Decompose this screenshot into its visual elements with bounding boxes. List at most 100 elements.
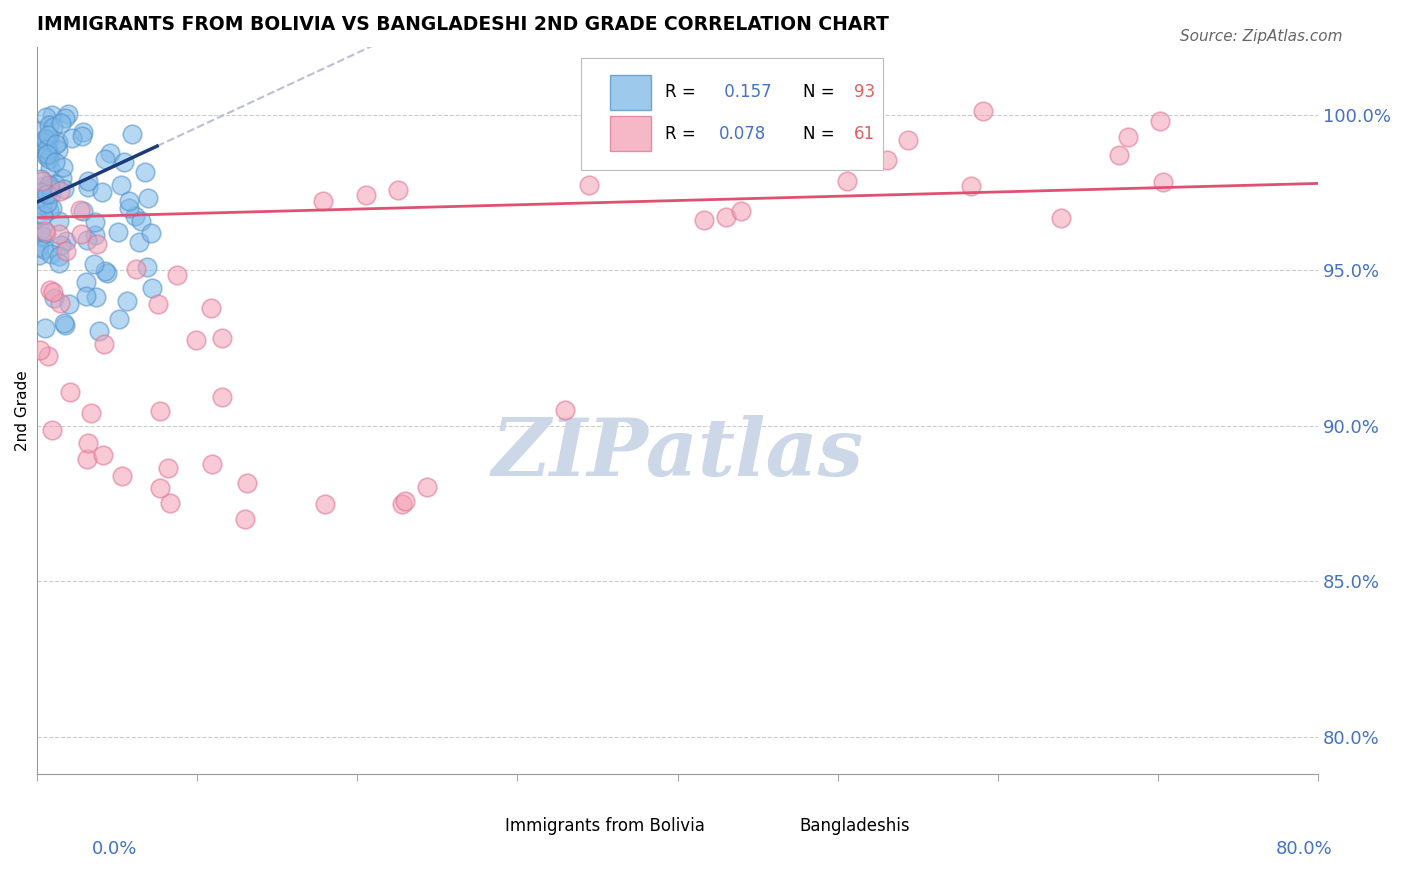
Point — [972, 103, 994, 118]
Point — [34, 131, 56, 145]
Point — [83, 257, 105, 271]
Point — [51, 237, 73, 252]
Point — [48, 213, 70, 227]
Point — [1152, 175, 1174, 189]
Point — [314, 497, 336, 511]
Point — [48, 227, 70, 241]
Point — [51, 171, 73, 186]
Point — [35, 227, 58, 241]
Point — [34, 320, 56, 334]
Point — [876, 153, 898, 167]
Point — [70, 227, 93, 241]
Point — [52, 161, 75, 175]
Point — [37, 145, 59, 159]
Point — [72, 204, 94, 219]
Point — [201, 457, 224, 471]
Point — [76, 173, 98, 187]
FancyBboxPatch shape — [610, 117, 651, 152]
Point — [72, 129, 94, 144]
Point — [48, 249, 70, 263]
Point — [46, 135, 69, 149]
Point — [41, 423, 63, 437]
FancyBboxPatch shape — [467, 812, 498, 841]
Point — [211, 331, 233, 345]
Point — [578, 178, 600, 192]
Point — [110, 178, 132, 193]
Point — [32, 202, 55, 217]
Text: 0.0%: 0.0% — [91, 840, 136, 858]
Point — [53, 316, 76, 330]
Point — [157, 461, 180, 475]
Text: 0.157: 0.157 — [718, 84, 770, 102]
Point — [41, 201, 63, 215]
Point — [91, 449, 114, 463]
Text: 93: 93 — [855, 84, 876, 102]
Point — [38, 178, 60, 193]
Point — [134, 165, 156, 179]
Point — [49, 184, 72, 198]
Point — [44, 177, 66, 191]
Text: 61: 61 — [855, 125, 876, 143]
Point — [391, 497, 413, 511]
Point — [98, 146, 121, 161]
Point — [27, 139, 49, 153]
Point — [810, 153, 832, 167]
Point — [141, 281, 163, 295]
Point — [1049, 211, 1071, 225]
Point — [72, 125, 94, 139]
Point — [115, 293, 138, 308]
Point — [107, 225, 129, 239]
Point — [1149, 114, 1171, 128]
Point — [45, 136, 67, 151]
Text: 0.078: 0.078 — [718, 125, 766, 143]
FancyBboxPatch shape — [761, 812, 793, 841]
Point — [110, 468, 132, 483]
Point — [136, 191, 159, 205]
Point — [35, 134, 58, 148]
Point — [149, 481, 172, 495]
Point — [84, 290, 107, 304]
Point — [49, 295, 72, 310]
Point — [93, 153, 115, 167]
Point — [149, 404, 172, 418]
Point — [48, 255, 70, 269]
Point — [58, 107, 80, 121]
Point — [1116, 130, 1139, 145]
Point — [38, 152, 60, 166]
Point — [91, 185, 114, 199]
Point — [53, 111, 76, 125]
Point — [37, 195, 59, 210]
Point — [37, 128, 59, 142]
Point — [31, 174, 53, 188]
Point — [714, 211, 737, 225]
Point — [108, 312, 131, 326]
Point — [37, 349, 59, 363]
Point — [87, 324, 110, 338]
Point — [27, 248, 49, 262]
Point — [128, 235, 150, 250]
Point — [38, 283, 60, 297]
Point — [34, 224, 56, 238]
Point — [42, 120, 65, 134]
Point — [93, 337, 115, 351]
Point — [39, 161, 62, 176]
Text: IMMIGRANTS FROM BOLIVIA VS BANGLADESHI 2ND GRADE CORRELATION CHART: IMMIGRANTS FROM BOLIVIA VS BANGLADESHI 2… — [37, 15, 889, 34]
Point — [55, 244, 77, 259]
Point — [39, 180, 62, 194]
Point — [31, 228, 53, 243]
Point — [112, 154, 135, 169]
Point — [51, 116, 73, 130]
Point — [83, 227, 105, 242]
Point — [837, 174, 859, 188]
Point — [118, 194, 141, 208]
Point — [83, 215, 105, 229]
Point — [146, 296, 169, 310]
Point — [44, 154, 66, 169]
Point — [37, 186, 59, 201]
Point — [38, 131, 60, 145]
Point — [79, 406, 101, 420]
Text: Source: ZipAtlas.com: Source: ZipAtlas.com — [1180, 29, 1343, 45]
Point — [46, 143, 69, 157]
Point — [184, 333, 207, 347]
Text: R =: R = — [665, 125, 700, 143]
